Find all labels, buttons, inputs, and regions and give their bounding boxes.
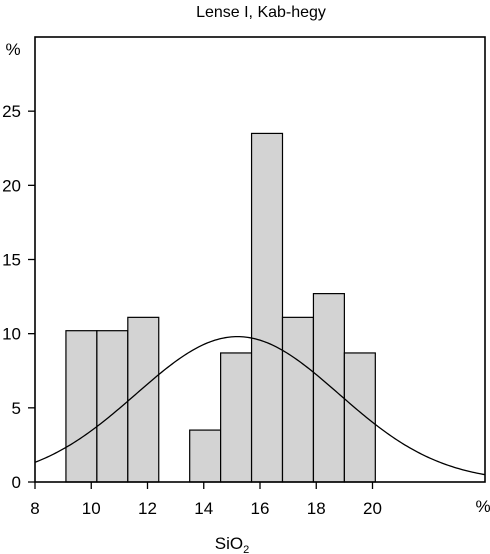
normal-curve [34,335,486,476]
x-tick-label: 10 [82,499,101,518]
y-axis-label: % [5,40,20,59]
y-tick-label: 0 [12,473,21,492]
histogram-bar-9 [343,352,376,483]
x-axis-label: SiO2 [215,534,249,554]
y-tick-label: 5 [12,399,21,418]
y-axis-ticks: 0 5 10 15 20 25 [2,102,35,492]
x-axis-label-main: SiO [215,534,243,553]
x-tick-label: 14 [194,499,213,518]
x-axis-unit: % [475,497,490,516]
y-tick-label: 10 [2,325,21,344]
chart-title: Lense I, Kab-hegy [196,4,326,21]
histogram-bar-7 [281,316,315,483]
histogram-bar-6 [250,132,284,483]
y-tick-label: 25 [2,102,21,121]
histogram-bar-5 [220,352,253,483]
x-tick-label: 20 [363,499,382,518]
histogram-bar-1 [65,330,98,483]
histogram-bar-4 [189,429,222,483]
x-tick-label: 12 [138,499,157,518]
x-tick-label: 8 [30,499,39,518]
x-axis-label-subscript: 2 [243,544,249,554]
x-axis-ticks: 8 10 12 14 16 18 20 [30,482,382,518]
x-tick-label: 16 [251,499,270,518]
x-tick-label: 18 [307,499,326,518]
histogram-bar-8 [312,293,345,483]
y-tick-label: 15 [2,251,21,270]
histogram-bar-3 [127,316,160,483]
y-tick-label: 20 [2,176,21,195]
bars-group [65,132,376,483]
histogram-bar-2 [96,330,129,483]
